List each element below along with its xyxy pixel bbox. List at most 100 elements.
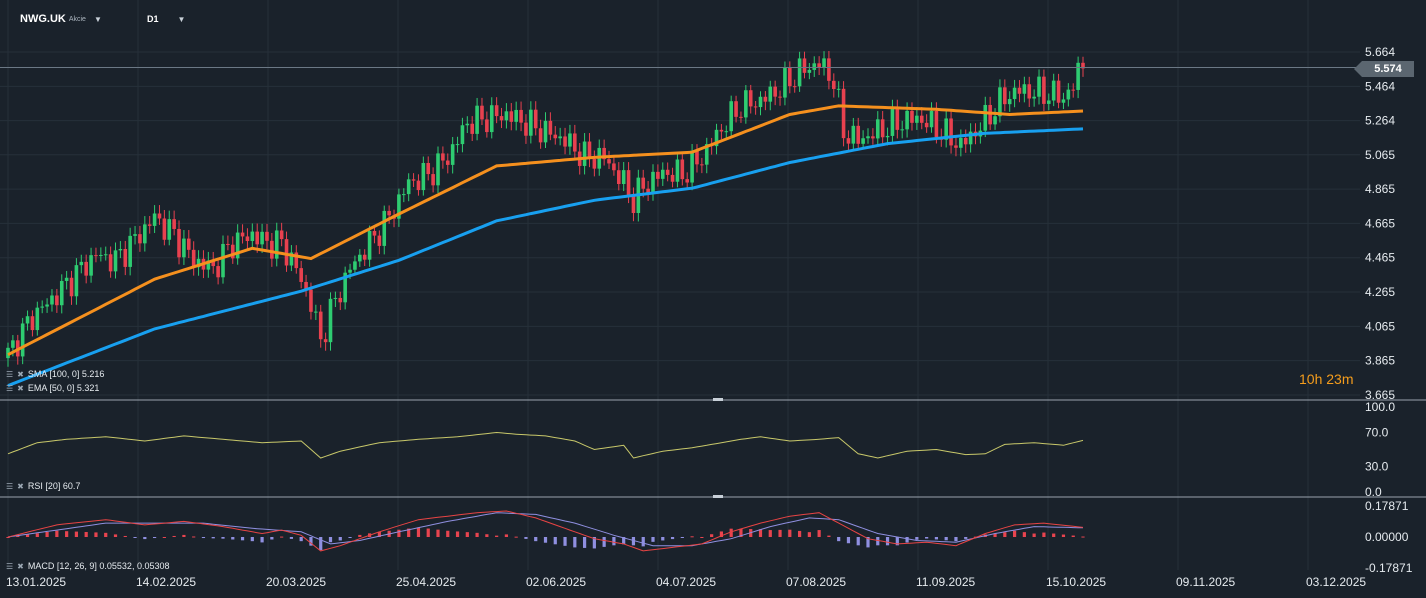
candle-body [279,230,284,240]
candle [568,124,572,155]
candle [372,225,377,244]
candle-body [113,250,118,272]
menu-icon[interactable]: ☰ [6,369,14,379]
macd-hist-bar [866,537,870,548]
candle-body [416,180,421,191]
candle [968,123,973,153]
macd-hist-bar [65,531,69,537]
candle [186,230,191,259]
rsi-line [7,431,1084,459]
candle [822,51,826,76]
candle [25,310,30,331]
candle-body [568,133,572,147]
macd-hist-bar [797,530,802,537]
candle-body [1046,100,1051,104]
candle [162,210,167,246]
rsi-legend-label: RSI [20] 60.7 [27,481,81,491]
macd-hist-bar [543,537,548,543]
candle-body [177,228,181,258]
macd-hist-bar [553,537,557,545]
candle [299,260,303,289]
candle [509,103,514,131]
candle-body [367,230,372,260]
candle-body [983,104,988,131]
candle [206,251,211,278]
macd-hist-bar [700,537,704,538]
close-icon[interactable]: ✖ [17,561,24,571]
macd-legend[interactable]: ☰ ✖ MACD [12, 26, 9] 0.05532, 0.05308 [6,561,169,571]
candle-body [240,232,245,237]
timeframe-selector[interactable]: D1 ▼ [147,10,185,28]
candle [959,129,963,157]
candle [445,153,450,174]
candle-body [69,277,74,297]
macd-hist-bar [758,529,763,537]
candle-body [167,219,172,240]
macd-hist-bar [270,537,274,540]
candle [660,162,665,186]
rsi-tick-label: 0.0 [1365,485,1382,499]
candle [607,150,611,170]
macd-hist-bar [211,537,215,539]
candle [304,274,308,297]
candle-body [1007,99,1012,105]
candle-body [1012,87,1017,100]
candle [128,227,132,276]
candle-body [401,194,406,196]
macd-hist-bar [895,537,899,546]
candle [944,109,948,148]
candle-body [196,258,201,268]
macd-hist-bar [436,529,440,537]
rsi-legend[interactable]: ☰ ✖ RSI [20] 60.7 [6,481,80,491]
candle [436,146,440,194]
candle [177,220,181,265]
candle [739,111,743,123]
candle [778,90,782,106]
macd-hist-bar [680,537,684,538]
candle-body [362,254,367,260]
candle-body [963,137,968,145]
sma-legend[interactable]: ☰ ✖ SMA [100, 0] 5.216 [6,369,104,379]
candle [221,235,225,284]
candle-body [89,255,93,276]
candle-body [573,133,577,152]
close-icon[interactable]: ✖ [17,369,24,379]
candle [416,174,421,196]
candle [685,172,690,190]
candle-body [152,213,157,226]
candle-body [1051,80,1056,101]
candle [1027,76,1032,108]
candle [998,79,1002,123]
candle-body [138,234,142,244]
candle [773,80,777,106]
menu-icon[interactable]: ☰ [6,481,14,491]
countdown-minutes: 23 [1326,371,1342,387]
candle [64,270,69,290]
close-icon[interactable]: ✖ [17,481,24,491]
candle [284,231,289,272]
candle-body [910,110,914,123]
candle-body [792,86,797,88]
candle-body [582,141,587,166]
close-icon[interactable]: ✖ [17,383,24,393]
menu-icon[interactable]: ☰ [6,561,14,571]
candle-body [411,179,416,181]
candle-body [30,316,35,331]
menu-icon[interactable]: ☰ [6,383,14,393]
candle-body [1017,87,1022,94]
candle-body [143,224,147,244]
macd-hist-bar [45,532,49,537]
macd-hist-bar [221,537,225,539]
candle [846,130,851,152]
macd-hist-bar [1052,533,1056,537]
candle [587,133,592,168]
candle [929,102,934,133]
ema-legend[interactable]: ☰ ✖ EMA [50, 0] 5.321 [6,383,99,393]
candle [856,117,861,151]
candle-body [382,210,387,246]
candle-body [304,281,308,290]
macd-hist-bar [465,532,469,537]
symbol-selector[interactable]: NWG.UK Akcie ▼ [20,10,102,28]
macd-hist-bar [925,537,929,539]
